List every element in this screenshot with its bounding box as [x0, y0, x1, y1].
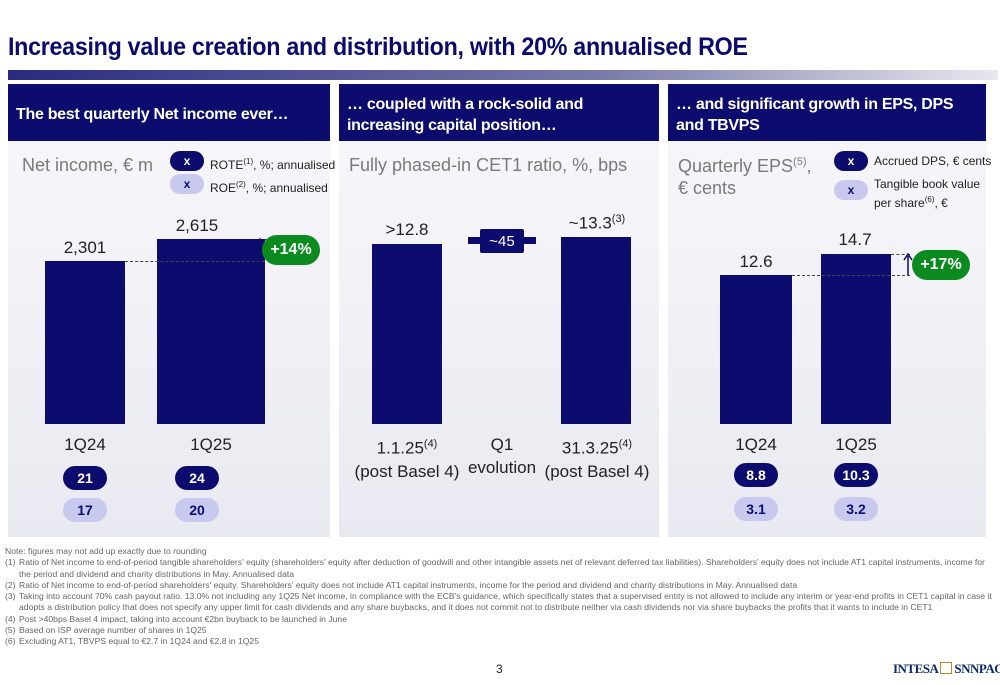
legend-marker-rote: x: [170, 151, 204, 171]
chart-subtitle: Net income, € m: [22, 155, 154, 175]
legend-marker-tbvps: x: [834, 180, 868, 200]
category-label: 1Q25: [190, 435, 232, 454]
panel-eps: … and significant growth in EPS, DPS and…: [668, 84, 991, 537]
bar-value-label: 2,615: [175, 216, 219, 235]
bar-value-label: 14.7: [838, 230, 872, 249]
bar-value-label: ~13.3(3): [568, 213, 626, 233]
roe-value-pill: 20: [175, 498, 219, 522]
page-number: 3: [496, 662, 503, 676]
bar-cet1-start: [372, 244, 442, 424]
growth-badge: +17%: [912, 250, 970, 280]
category-label: 1Q24: [64, 435, 106, 454]
category-label: 31.3.25(4) (post Basel 4): [544, 438, 650, 481]
bar-1q25: [157, 239, 265, 424]
footnote: (5) Based on ISP average number of shares…: [5, 625, 207, 636]
category-label: 1Q24: [735, 435, 777, 454]
rote-value-pill: 21: [63, 466, 107, 490]
bar-value-label: 2,301: [63, 238, 107, 257]
bar-1q25: [821, 254, 891, 424]
legend-label-dps: Accrued DPS, € cents: [874, 154, 992, 168]
reference-line: [792, 275, 910, 276]
reference-line: [891, 254, 910, 255]
bar-cet1-end: [561, 237, 631, 424]
panel-header: … coupled with a rock-solid and increasi…: [339, 84, 659, 141]
category-label: 1.1.25(4) (post Basel 4): [354, 438, 460, 481]
growth-arrow-icon: [903, 252, 913, 275]
footnote: (4) Post >40bps Basel 4 impact, taking in…: [5, 613, 347, 624]
footnote: (6) Excluding AT1, TBVPS equal to €2.7 in…: [5, 636, 259, 647]
reference-line: [125, 261, 265, 262]
legend-label-rote: ROTE(1), %; annualised: [210, 157, 336, 172]
page-title: Increasing value creation and distributi…: [8, 33, 748, 61]
chart-subtitle: Quarterly EPS(5), € cents: [678, 156, 812, 198]
panel-net-income: The best quarterly Net income ever… Net …: [8, 84, 335, 537]
panel-cet1: … coupled with a rock-solid and increasi…: [339, 84, 659, 537]
roe-value-pill: 17: [63, 498, 107, 522]
category-label: 1Q25: [835, 435, 877, 454]
legend-label-tbvps: Tangible book value per share(6), €: [874, 177, 981, 210]
legend-label-roe: ROE(2), %; annualised: [210, 180, 328, 195]
bar-value-label: 12.6: [739, 252, 773, 271]
chart-subtitle: Fully phased-in CET1 ratio, %, bps: [349, 155, 628, 175]
logo-mark-icon: [940, 662, 953, 674]
dps-value-pill: 8.8: [734, 463, 778, 487]
bar-1q24: [720, 275, 792, 424]
footnote: (3) Taking into account 70% cash payout r…: [5, 591, 992, 613]
category-label: Q1 evolution: [467, 435, 537, 477]
title-divider: [8, 70, 998, 80]
footnotes: Note: figures may not add up exactly due…: [5, 546, 995, 648]
rote-value-pill: 24: [175, 466, 219, 490]
tbvps-value-pill: 3.1: [734, 497, 778, 521]
legend-marker-dps: x: [834, 151, 868, 171]
growth-badge: +14%: [262, 235, 320, 265]
bar-value-label: >12.8: [385, 220, 429, 239]
legend-marker-roe: x: [170, 174, 204, 194]
dps-value-pill: 10.3: [834, 463, 878, 487]
tbvps-value-pill: 3.2: [834, 497, 878, 521]
panel-header: The best quarterly Net income ever…: [8, 84, 330, 141]
bar-1q24: [45, 261, 125, 424]
footnote: (2) Ratio of Net income to end-of-period …: [5, 579, 798, 590]
footnote: (1) Ratio of Net income to end-of-period …: [5, 557, 985, 579]
footnote: Note: figures may not add up exactly due…: [5, 546, 207, 556]
delta-label: ~45: [480, 229, 524, 253]
panel-header: … and significant growth in EPS, DPS and…: [668, 84, 986, 141]
intesa-sanpaolo-logo: INTESASNNPAOLO: [893, 661, 1000, 676]
